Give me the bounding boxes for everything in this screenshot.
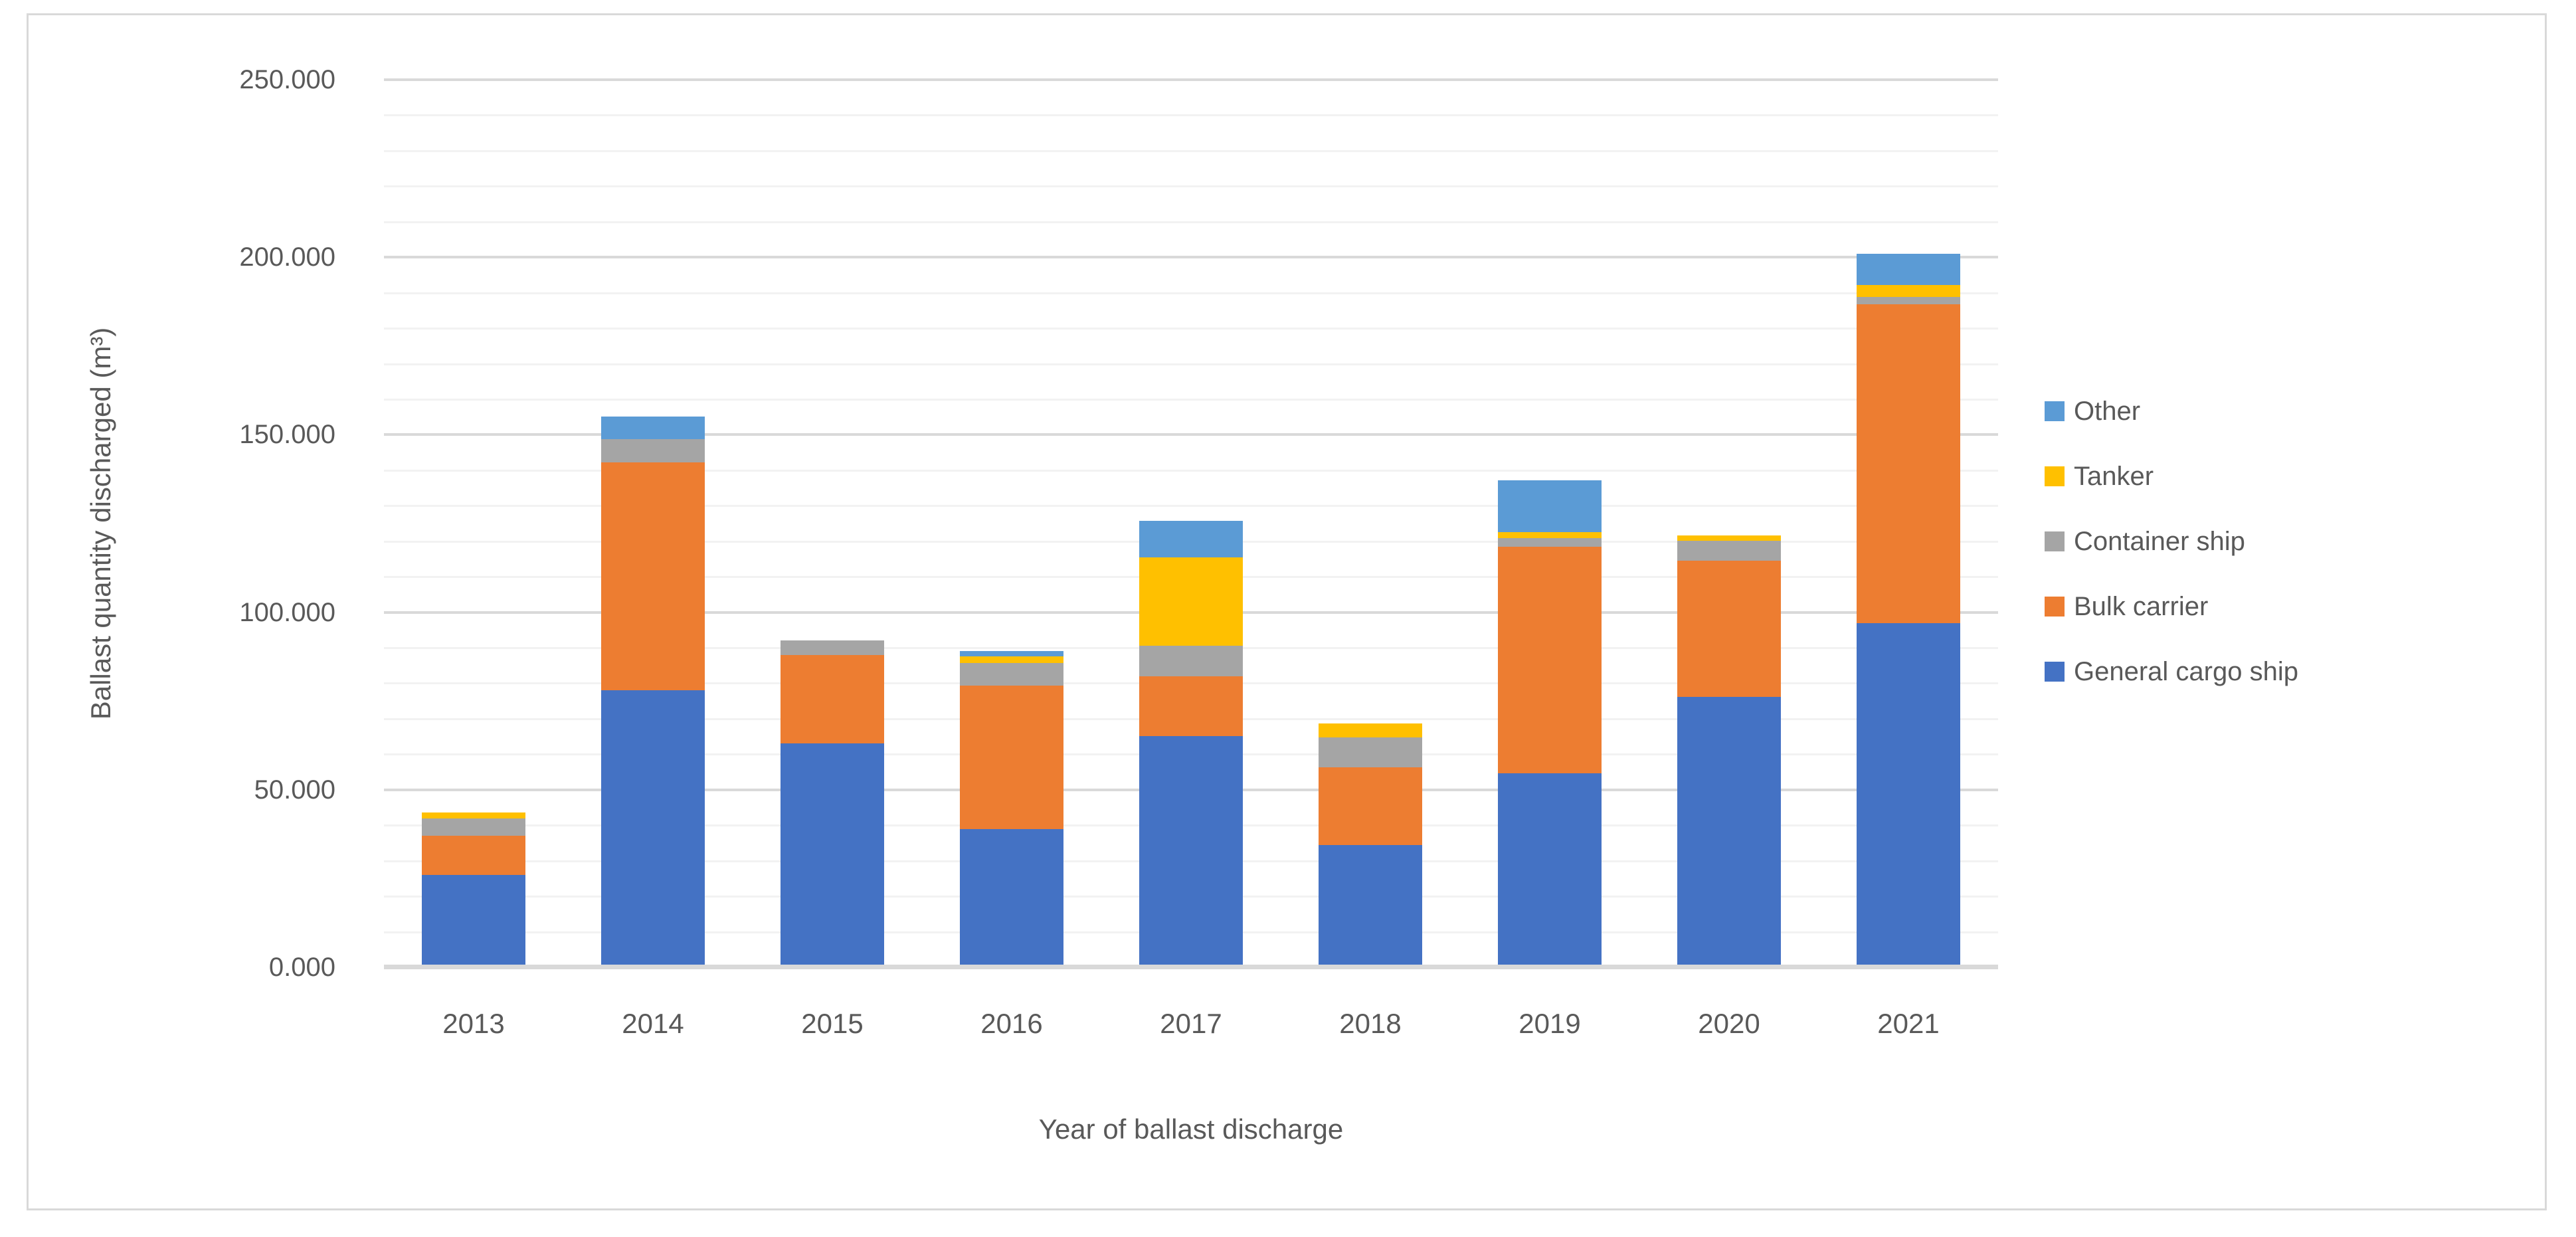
- x-axis-baseline: [384, 965, 1998, 969]
- bar-segment-container-ship: [601, 439, 705, 462]
- bar-segment-general-cargo-ship: [1139, 735, 1243, 967]
- y-axis-title: Ballast quantity discharged (m³): [85, 327, 116, 720]
- bar-segment-general-cargo-ship: [601, 690, 705, 967]
- stacked-bar-2019: [1498, 80, 1602, 967]
- bar-segment-container-ship: [960, 662, 1063, 686]
- minor-gridline: [384, 328, 1998, 330]
- major-gridline: [384, 78, 1998, 81]
- legend-item-bulk-carrier: Bulk carrier: [2045, 574, 2208, 639]
- bar-segment-tanker: [1677, 535, 1781, 541]
- x-category-label-2020: 2020: [1698, 1008, 1760, 1039]
- legend-item-container-ship: Container ship: [2045, 509, 2245, 574]
- bar-segment-container-ship: [1139, 645, 1243, 676]
- legend-label: Container ship: [2074, 526, 2245, 556]
- bar-segment-general-cargo-ship: [1319, 844, 1422, 967]
- minor-gridline: [384, 185, 1998, 188]
- x-axis-title: Year of ballast discharge: [1038, 1113, 1344, 1145]
- stacked-bar-2014: [601, 80, 705, 967]
- bar-segment-tanker: [1857, 285, 1960, 298]
- bar-segment-bulk-carrier: [1319, 767, 1422, 845]
- x-category-label-2018: 2018: [1339, 1008, 1402, 1039]
- bar-segment-other: [601, 416, 705, 440]
- major-gridline: [384, 433, 1998, 436]
- bar-segment-container-ship: [1498, 538, 1602, 547]
- bar-segment-bulk-carrier: [601, 462, 705, 691]
- bar-segment-container-ship: [781, 640, 884, 655]
- minor-gridline: [384, 292, 1998, 294]
- y-tick-label: 200.000: [239, 242, 335, 272]
- bar-segment-other: [1139, 521, 1243, 558]
- minor-gridline: [384, 469, 1998, 472]
- bar-segment-container-ship: [1677, 540, 1781, 561]
- y-tick-label: 150.000: [239, 420, 335, 450]
- minor-gridline: [384, 114, 1998, 117]
- legend-label: Other: [2074, 396, 2141, 426]
- y-tick-label: 0.000: [268, 953, 335, 982]
- bar-segment-general-cargo-ship: [422, 875, 525, 967]
- legend-swatch-icon: [2045, 531, 2065, 551]
- bar-segment-general-cargo-ship: [1498, 773, 1602, 967]
- bar-segment-container-ship: [422, 818, 525, 836]
- legend-label: General cargo ship: [2074, 656, 2298, 686]
- legend-label: Bulk carrier: [2074, 591, 2209, 621]
- bar-segment-bulk-carrier: [1498, 547, 1602, 773]
- bar-segment-bulk-carrier: [1677, 560, 1781, 697]
- legend-swatch-icon: [2045, 466, 2065, 486]
- bar-segment-general-cargo-ship: [781, 743, 884, 967]
- x-category-label-2013: 2013: [442, 1008, 505, 1039]
- bar-segment-tanker: [1319, 723, 1422, 737]
- minor-gridline: [384, 149, 1998, 152]
- bar-segment-bulk-carrier: [1857, 304, 1960, 623]
- bar-segment-general-cargo-ship: [1857, 622, 1960, 967]
- stacked-bar-2018: [1319, 80, 1422, 967]
- y-tick-label: 250.000: [239, 65, 335, 94]
- x-category-label-2019: 2019: [1518, 1008, 1581, 1039]
- bar-segment-bulk-carrier: [1139, 676, 1243, 736]
- minor-gridline: [384, 505, 1998, 508]
- legend-label: Tanker: [2074, 461, 2154, 491]
- x-category-label-2016: 2016: [980, 1008, 1043, 1039]
- x-category-label-2017: 2017: [1160, 1008, 1222, 1039]
- legend-item-tanker: Tanker: [2045, 444, 2154, 509]
- bar-segment-tanker: [960, 656, 1063, 663]
- bar-segment-container-ship: [1857, 297, 1960, 305]
- stacked-bar-2020: [1677, 80, 1781, 967]
- x-category-label-2021: 2021: [1877, 1008, 1940, 1039]
- bar-segment-other: [960, 650, 1063, 656]
- stacked-bar-2017: [1139, 80, 1243, 967]
- plot-area: [384, 78, 1998, 969]
- major-gridline: [384, 256, 1998, 259]
- y-tick-label: 50.000: [254, 775, 335, 805]
- legend-swatch-icon: [2045, 401, 2065, 421]
- x-category-label-2015: 2015: [801, 1008, 864, 1039]
- bar-segment-general-cargo-ship: [1677, 696, 1781, 967]
- bar-segment-other: [1857, 253, 1960, 286]
- bar-segment-general-cargo-ship: [960, 828, 1063, 967]
- bar-segment-bulk-carrier: [781, 654, 884, 744]
- bar-segment-bulk-carrier: [422, 836, 525, 876]
- stacked-bar-2016: [960, 80, 1063, 967]
- legend-swatch-icon: [2045, 662, 2065, 682]
- x-category-label-2014: 2014: [622, 1008, 684, 1039]
- legend-item-general-cargo-ship: General cargo ship: [2045, 639, 2298, 704]
- legend-item-other: Other: [2045, 379, 2140, 444]
- bar-segment-tanker: [1498, 532, 1602, 539]
- y-tick-label: 100.000: [239, 597, 335, 627]
- bar-segment-tanker: [422, 812, 525, 819]
- bar-segment-container-ship: [1319, 737, 1422, 767]
- stacked-bar-2015: [781, 80, 884, 967]
- minor-gridline: [384, 221, 1998, 223]
- minor-gridline: [384, 363, 1998, 365]
- bar-segment-bulk-carrier: [960, 685, 1063, 829]
- stacked-bar-2013: [422, 80, 525, 967]
- bar-segment-tanker: [1139, 557, 1243, 646]
- bar-segment-other: [1498, 480, 1602, 533]
- minor-gridline: [384, 398, 1998, 401]
- legend-swatch-icon: [2045, 597, 2065, 617]
- stacked-bar-2021: [1857, 80, 1960, 967]
